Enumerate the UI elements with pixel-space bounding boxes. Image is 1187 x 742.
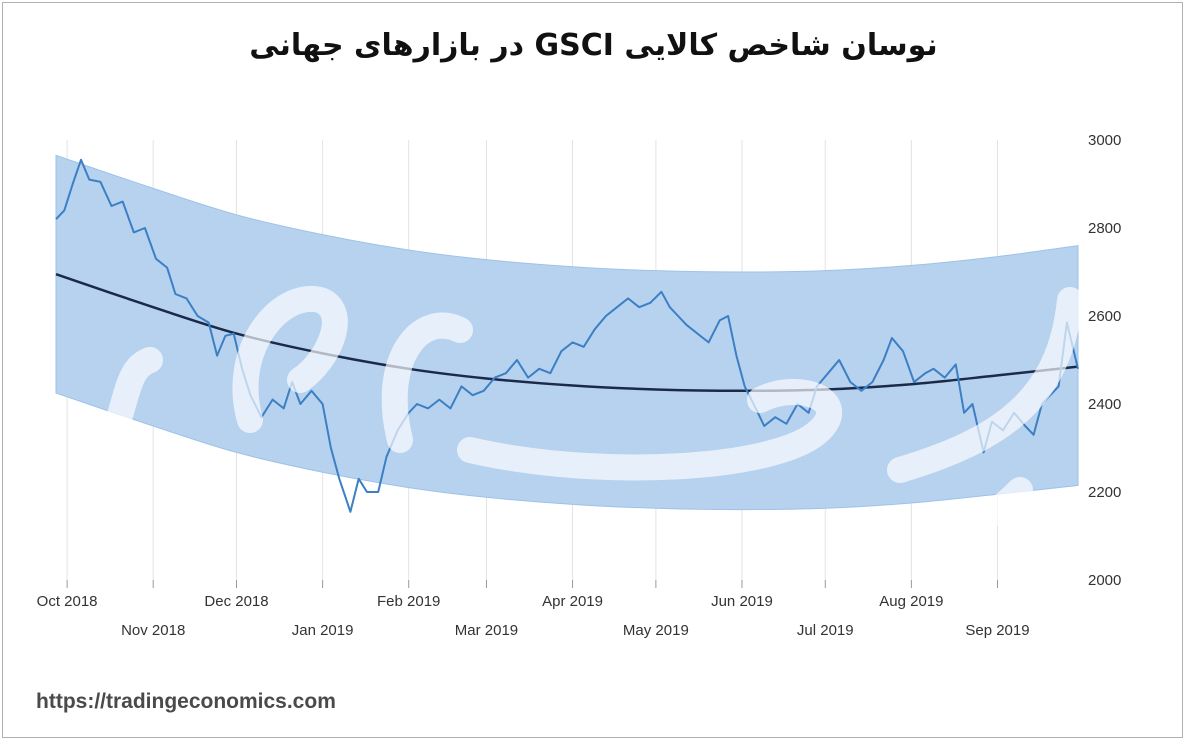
x-tick-label: Apr 2019 xyxy=(542,593,603,610)
source-url: https://tradingeconomics.com xyxy=(36,690,336,713)
x-tick-label: Dec 2018 xyxy=(204,593,268,610)
y-tick-label: 2600 xyxy=(1088,308,1121,325)
y-tick-label: 2400 xyxy=(1088,396,1121,413)
watermark-stroke xyxy=(232,285,348,433)
x-tick-label: Mar 2019 xyxy=(455,622,518,639)
x-tick-label: Oct 2018 xyxy=(37,593,98,610)
x-tick-label: Sep 2019 xyxy=(965,622,1029,639)
watermark-stroke xyxy=(381,312,473,453)
series-layer xyxy=(55,158,1079,513)
y-axis: 2000 2200 2400 2600 2800 3000 xyxy=(1088,132,1121,589)
x-tick-label: Jun 2019 xyxy=(711,593,773,610)
y-tick-label: 2800 xyxy=(1088,220,1121,237)
y-tick-label: 3000 xyxy=(1088,132,1121,149)
series-line xyxy=(55,158,1079,513)
watermark-stroke xyxy=(947,477,1033,543)
watermark-stroke xyxy=(887,287,1083,483)
chart-title: نوسان شاخص کالایی GSCI در بازارهای جهانی xyxy=(249,28,938,63)
x-axis: Oct 2018 Dec 2018 Feb 2019 Apr 2019 Jun 2019… xyxy=(37,593,1030,639)
x-tick-label: Nov 2018 xyxy=(121,622,185,639)
x-tick-label: Jul 2019 xyxy=(797,622,854,639)
x-tick-label: Feb 2019 xyxy=(377,593,440,610)
x-tick-label: Aug 2019 xyxy=(879,593,943,610)
trendline-layer xyxy=(55,273,1079,393)
y-tick-label: 2000 xyxy=(1088,572,1121,589)
watermark xyxy=(82,285,1083,543)
watermark-stroke xyxy=(457,379,842,481)
y-tick-label: 2200 xyxy=(1088,484,1121,501)
x-tick-label: May 2019 xyxy=(623,622,689,639)
trendline xyxy=(55,273,1079,393)
watermark-stroke xyxy=(82,347,163,483)
x-tick-label: Jan 2019 xyxy=(292,622,354,639)
